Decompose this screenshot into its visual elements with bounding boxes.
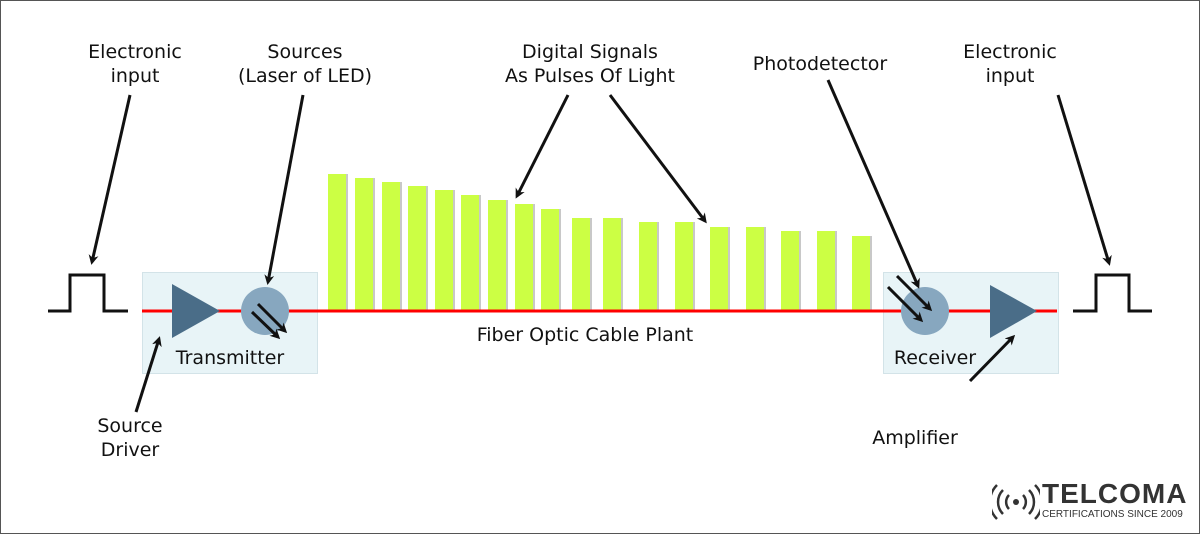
label-amplifier: Amplifier — [872, 427, 958, 449]
label-line: Source — [97, 415, 163, 437]
light-pulse-bar — [572, 218, 590, 310]
label-receiver: Receiver — [893, 347, 977, 369]
light-pulse-bar — [435, 190, 453, 310]
label-line: Sources — [267, 41, 343, 63]
light-pulse-bar — [603, 218, 621, 310]
light-pulse-bar — [675, 222, 693, 310]
source-driver-triangle-icon — [172, 284, 220, 338]
photodetector-icon — [901, 287, 949, 335]
transmitter-box — [142, 272, 318, 374]
input-pulse-right-icon — [1073, 273, 1152, 313]
logo-tagline: CERTIFICATIONS SINCE 2009 — [1042, 509, 1183, 520]
label-line: Electronic — [88, 41, 182, 63]
light-pulse-bar — [541, 209, 559, 310]
arrow-photodetector — [826, 79, 920, 289]
label-electronic-input-right: Electronic input — [945, 40, 1075, 88]
light-pulse-bar — [382, 182, 400, 310]
label-source-driver: Source Driver — [80, 414, 180, 462]
light-pulse-bar — [817, 231, 835, 310]
light-pulse-bar — [852, 236, 870, 310]
label-digital-signals: Digital Signals As Pulses Of Light — [485, 40, 695, 88]
label-line: input — [985, 65, 1035, 87]
arrow-electronic-input-right — [1056, 94, 1112, 266]
label-transmitter: Transmitter — [175, 347, 285, 369]
arrow-amplifier — [968, 334, 1016, 383]
input-pulse-left-icon — [48, 273, 128, 313]
label-line: As Pulses Of Light — [504, 65, 675, 87]
light-pulse-bar — [408, 186, 426, 310]
label-photodetector: Photodetector — [752, 53, 888, 75]
logo-name: TELCOMA — [1042, 478, 1188, 509]
arrow-digital-signals-2 — [608, 94, 707, 224]
wireless-signal-icon — [992, 484, 1040, 520]
light-pulse-bar — [515, 204, 533, 310]
light-pulse-bar — [746, 227, 764, 310]
arrow-digital-signals-1 — [515, 94, 570, 199]
label-line: Digital Signals — [522, 41, 658, 63]
label-electronic-input-left: Electronic input — [70, 40, 200, 88]
label-line: input — [110, 65, 160, 87]
arrow-sources — [264, 94, 305, 285]
light-pulse-bar — [355, 178, 373, 310]
amplifier-triangle-icon — [990, 285, 1037, 338]
label-line: (Laser of LED) — [237, 65, 373, 87]
light-pulse-bar — [710, 227, 728, 310]
light-pulse-bar — [488, 200, 506, 310]
arrow-electronic-input-left — [88, 94, 132, 265]
light-pulse-bar — [328, 174, 346, 310]
label-fiber-plant: Fiber Optic Cable Plant — [476, 324, 694, 346]
label-line: Electronic — [963, 41, 1057, 63]
light-pulse-bar — [461, 195, 479, 310]
light-pulse-bar — [781, 231, 799, 310]
arrow-source-driver — [134, 336, 162, 413]
light-pulse-bar — [639, 222, 657, 310]
label-sources: Sources (Laser of LED) — [225, 40, 385, 88]
label-line: Driver — [100, 439, 160, 461]
